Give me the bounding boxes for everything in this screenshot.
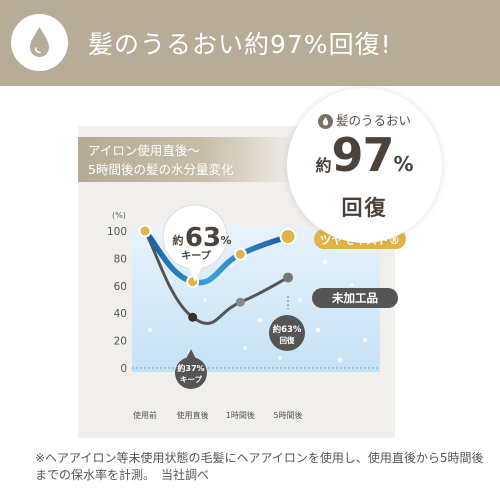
y-tick-label: 80 [114,253,127,265]
annotation-line-1: 約37% [177,363,204,373]
annotation-percent: % [220,234,231,247]
series-label-untreated: 未加工品 [312,288,398,308]
water-bubble [316,328,321,333]
x-tick-label: 使用前 [133,410,157,420]
annotation-value: 63 [185,223,221,253]
water-bubble [323,260,328,265]
y-tick-label: 20 [114,336,127,348]
data-point-tsuya-moist [281,229,296,244]
water-bubble [337,357,342,362]
y-tick-label: 0 [120,363,127,375]
water-bubble [257,317,262,322]
data-point-untreated [236,298,245,307]
water-bubble [298,298,302,302]
water-bubble [148,328,153,333]
annotation-line-2: キープ [180,374,203,384]
water-bubble [243,346,247,350]
annotation-prefix: 約 [173,233,184,247]
water-bubble [278,356,282,360]
drop-icon [318,114,333,129]
annotation-sub: キープ [181,249,211,262]
footnote: ※ヘアアイロン等未使用状態の毛髪にヘアアイロンを使用し、使用直後から5時間後まで… [35,450,485,484]
badge-label: 髪のうるおい [336,113,411,128]
data-point-tsuya-moist [140,226,151,237]
badge-prefix: 約 [315,156,331,175]
badge-suffix: 回復 [287,192,442,222]
x-tick-label: 使用直後 [177,410,209,420]
data-point-tsuya-moist [235,249,246,260]
badge-number: 97 [331,128,393,182]
data-point-untreated [188,313,197,322]
badge-heading: 髪のうるおい [287,110,442,129]
badge-value: 約97% [287,128,442,182]
x-tick-label: 1時間後 [226,410,255,420]
annotation-line-1: 約63% [273,324,302,335]
badge-percent: % [393,152,413,176]
y-tick-label: 40 [114,308,127,320]
y-tick-label: 60 [114,281,127,293]
annotation-bubble [175,357,207,389]
data-point-untreated [283,273,293,283]
series-label-text: 未加工品 [331,291,378,305]
annotation-line-2: 回復 [280,335,295,345]
y-unit-label: (%) [112,211,126,220]
water-bubble [350,283,354,287]
result-badge: 髪のうるおい 約97% 回復 [287,88,442,243]
water-bubble [203,298,207,302]
water-bubble [363,338,367,342]
y-tick-label: 100 [107,226,127,238]
x-tick-label: 5時間後 [273,410,302,420]
